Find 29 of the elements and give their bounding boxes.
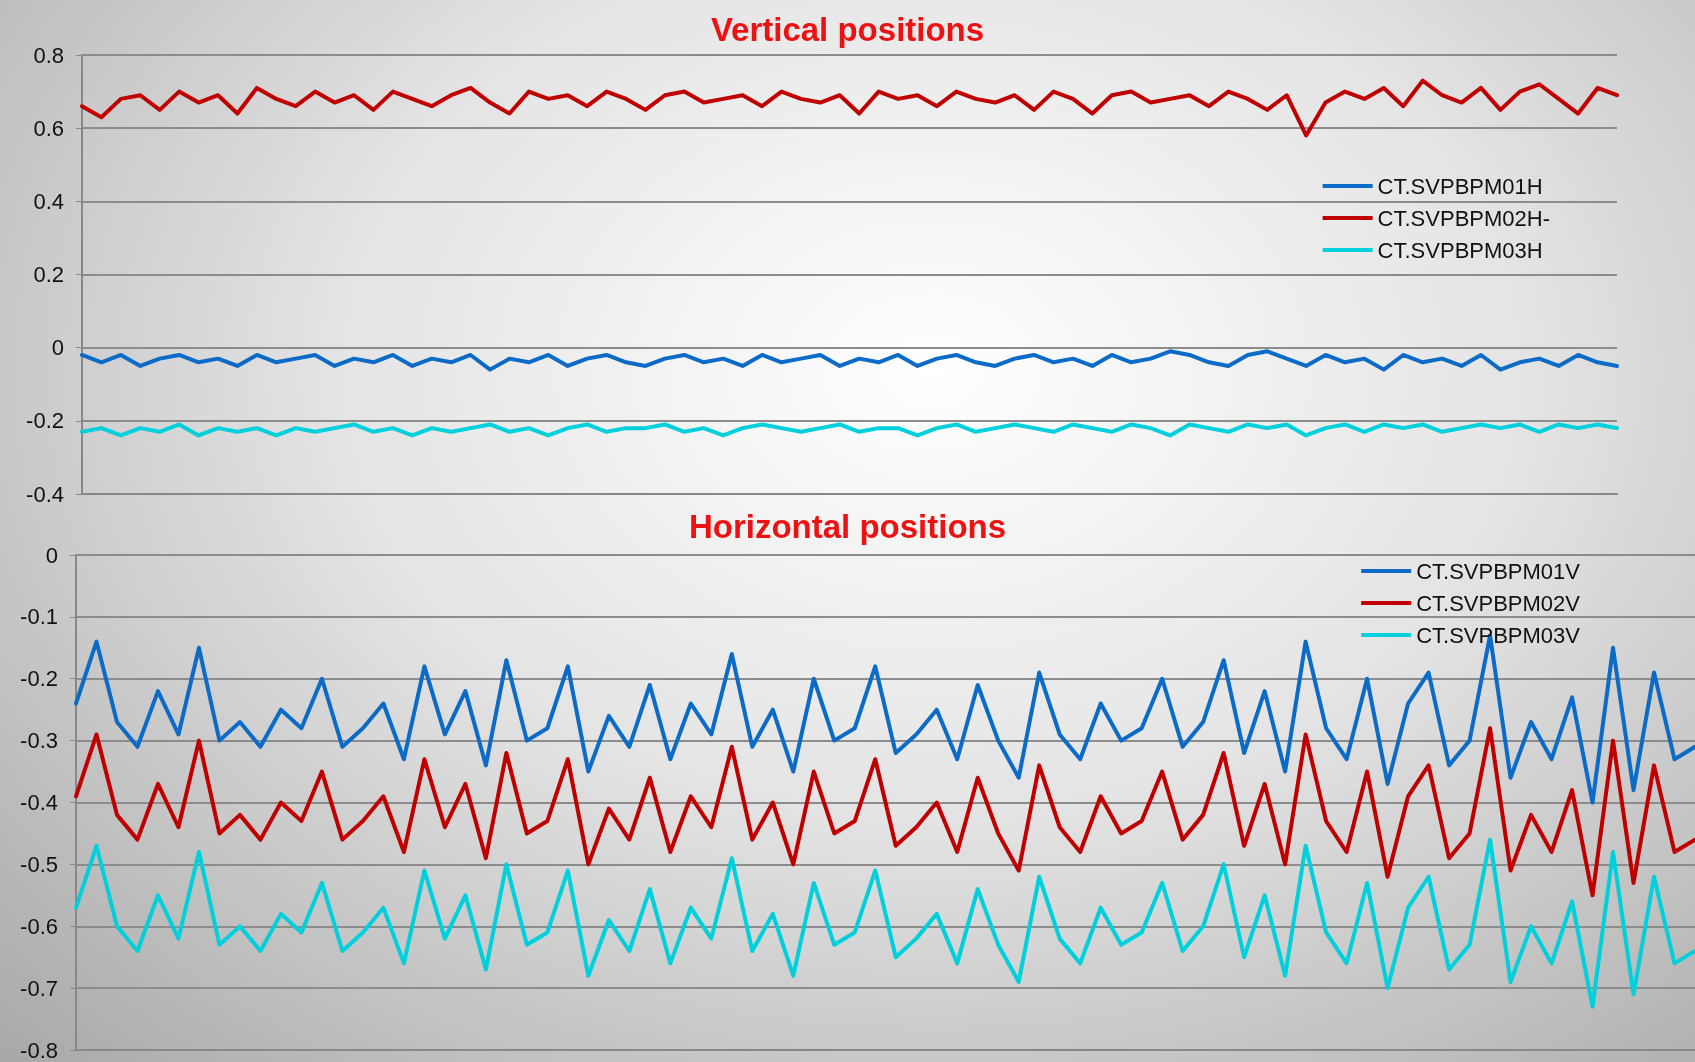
legend-label: CT.SVPBPM03H (1377, 237, 1543, 263)
line-series (74, 726, 1695, 898)
chart-title: Horizontal positions (688, 508, 1007, 545)
y-tick-label: -0.4 (20, 790, 58, 815)
y-tick-label: -0.6 (20, 913, 58, 939)
y-tick-label: 0.6 (33, 115, 64, 141)
legend-label: CT.SVPBPM02V (1416, 590, 1581, 616)
legend-label: CT.SVPBPM01H (1377, 173, 1543, 199)
legend-label: CT.SVPBPM01V (1416, 558, 1581, 584)
line-series (80, 422, 1619, 438)
y-tick-label: -0.5 (20, 851, 58, 877)
y-tick-label: -0.2 (20, 666, 58, 692)
y-tick-label: -0.2 (26, 408, 64, 434)
y-tick-label: 0 (51, 335, 64, 361)
line-series (80, 349, 1619, 372)
y-tick-label: 0.8 (33, 42, 64, 68)
y-tick-label: -0.4 (26, 481, 64, 507)
y-tick-label: 0.2 (33, 262, 64, 287)
y-tick-label: -0.3 (20, 728, 58, 754)
y-tick-label: -0.7 (20, 975, 58, 1001)
y-tick-label: 0 (45, 542, 58, 568)
y-tick-label: -0.8 (20, 1037, 58, 1062)
y-tick-label: 0.4 (33, 188, 64, 214)
legend-label: CT.SVPBPM02H- (1377, 205, 1551, 231)
y-tick-label: -0.1 (20, 604, 58, 630)
line-series (74, 837, 1695, 1009)
chart-title: Vertical positions (710, 11, 985, 48)
line-series (80, 78, 1619, 138)
legend-label: CT.SVPBPM03V (1416, 622, 1581, 648)
